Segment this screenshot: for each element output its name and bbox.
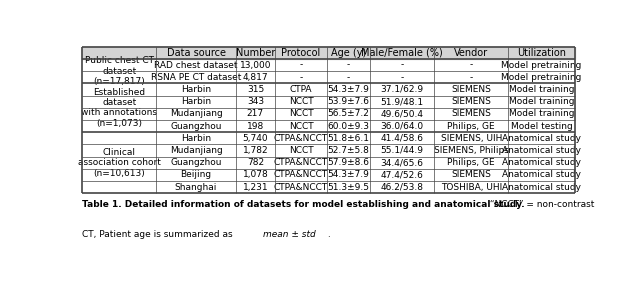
Text: 1,782: 1,782 <box>243 146 268 155</box>
Text: NCCT: NCCT <box>289 109 314 118</box>
Text: Harbin: Harbin <box>181 134 211 143</box>
Text: 53.9±7.6: 53.9±7.6 <box>328 97 369 106</box>
Text: 13,000: 13,000 <box>239 60 271 70</box>
Text: Model training: Model training <box>509 85 574 94</box>
Text: Beijing: Beijing <box>180 170 212 179</box>
Text: 41.4/58.6: 41.4/58.6 <box>381 134 424 143</box>
Text: Philips, GE: Philips, GE <box>447 158 495 167</box>
Text: CTPA&NCCT: CTPA&NCCT <box>274 158 328 167</box>
Text: 217: 217 <box>247 109 264 118</box>
Text: .: . <box>324 230 330 239</box>
Text: Model pretraining: Model pretraining <box>501 60 582 70</box>
Text: Data source: Data source <box>166 48 225 58</box>
Text: 55.1/44.9: 55.1/44.9 <box>381 146 424 155</box>
Text: mean ± std: mean ± std <box>263 230 316 239</box>
Text: CTPA&NCCT: CTPA&NCCT <box>274 134 328 143</box>
Text: Shanghai: Shanghai <box>175 183 217 192</box>
Text: 46.2/53.8: 46.2/53.8 <box>381 183 424 192</box>
Text: CTPA&NCCT: CTPA&NCCT <box>274 183 328 192</box>
Text: “NCCT” = non-contrast: “NCCT” = non-contrast <box>487 200 595 209</box>
Text: Model training: Model training <box>509 109 574 118</box>
Text: -: - <box>470 73 473 82</box>
Text: Utilization: Utilization <box>517 48 566 58</box>
Text: -: - <box>300 60 303 70</box>
Text: Table 1. Detailed information of datasets for model establishing and anatomical : Table 1. Detailed information of dataset… <box>83 200 525 209</box>
Text: Model training: Model training <box>509 97 574 106</box>
Text: 49.6/50.4: 49.6/50.4 <box>381 109 424 118</box>
Text: Guangzhou: Guangzhou <box>170 158 222 167</box>
Text: Age (y): Age (y) <box>331 48 366 58</box>
Text: -: - <box>347 60 350 70</box>
Text: -: - <box>347 73 350 82</box>
Text: Male/Female (%): Male/Female (%) <box>361 48 443 58</box>
Text: Public chest CT
dataset
(n=17,817): Public chest CT dataset (n=17,817) <box>85 56 154 86</box>
Text: Anatomical study: Anatomical study <box>502 183 581 192</box>
Text: 47.4/52.6: 47.4/52.6 <box>381 170 424 179</box>
Text: 36.0/64.0: 36.0/64.0 <box>381 122 424 130</box>
Text: 52.7±5.8: 52.7±5.8 <box>328 146 369 155</box>
Text: Harbin: Harbin <box>181 97 211 106</box>
Text: CTPA&NCCT: CTPA&NCCT <box>274 170 328 179</box>
Text: 57.9±8.6: 57.9±8.6 <box>328 158 369 167</box>
Text: Mudanjiang: Mudanjiang <box>170 146 223 155</box>
Text: -: - <box>470 60 473 70</box>
Text: 51.8±6.1: 51.8±6.1 <box>328 134 369 143</box>
Text: SIEMENS: SIEMENS <box>451 109 492 118</box>
Text: Anatomical study: Anatomical study <box>502 170 581 179</box>
Text: 51.3±9.5: 51.3±9.5 <box>328 183 369 192</box>
Text: 34.4/65.6: 34.4/65.6 <box>381 158 424 167</box>
Text: SIEMENS: SIEMENS <box>451 85 492 94</box>
Text: CTPA: CTPA <box>290 85 312 94</box>
Text: Model testing: Model testing <box>511 122 573 130</box>
Text: SIEMENS: SIEMENS <box>451 97 492 106</box>
Text: -: - <box>401 73 404 82</box>
Text: Mudanjiang: Mudanjiang <box>170 109 223 118</box>
Text: Clinical
association cohort
(n=10,613): Clinical association cohort (n=10,613) <box>78 148 161 177</box>
Text: Harbin: Harbin <box>181 85 211 94</box>
Text: 5,740: 5,740 <box>243 134 268 143</box>
Text: NCCT: NCCT <box>289 122 314 130</box>
Text: Protocol: Protocol <box>282 48 321 58</box>
Text: 54.3±7.9: 54.3±7.9 <box>328 170 369 179</box>
Text: Anatomical study: Anatomical study <box>502 134 581 143</box>
Text: SIEMENS, Philips: SIEMENS, Philips <box>434 146 509 155</box>
Text: 198: 198 <box>247 122 264 130</box>
Text: SIEMENS: SIEMENS <box>451 170 492 179</box>
Text: -: - <box>300 73 303 82</box>
Text: RSNA PE CT dataset: RSNA PE CT dataset <box>151 73 241 82</box>
Text: Number: Number <box>236 48 275 58</box>
Text: 343: 343 <box>247 97 264 106</box>
Text: CT, Patient age is summarized as: CT, Patient age is summarized as <box>83 230 236 239</box>
Text: -: - <box>401 60 404 70</box>
Text: 37.1/62.9: 37.1/62.9 <box>381 85 424 94</box>
Text: Anatomical study: Anatomical study <box>502 146 581 155</box>
Text: 4,817: 4,817 <box>243 73 268 82</box>
Text: Vendor: Vendor <box>454 48 488 58</box>
Text: NCCT: NCCT <box>289 97 314 106</box>
Text: 51.9/48.1: 51.9/48.1 <box>381 97 424 106</box>
Text: 1,078: 1,078 <box>243 170 268 179</box>
Bar <box>83 47 575 59</box>
Text: Model pretraining: Model pretraining <box>501 73 582 82</box>
Text: 782: 782 <box>247 158 264 167</box>
Text: Guangzhou: Guangzhou <box>170 122 222 130</box>
Text: 54.3±7.9: 54.3±7.9 <box>328 85 369 94</box>
Text: 60.0±9.3: 60.0±9.3 <box>328 122 369 130</box>
Text: RAD chest dataset: RAD chest dataset <box>154 60 238 70</box>
Text: TOSHIBA, UHI: TOSHIBA, UHI <box>441 183 502 192</box>
Text: Philips, GE: Philips, GE <box>447 122 495 130</box>
Text: Anatomical study: Anatomical study <box>502 158 581 167</box>
Text: Established
dataset
with annotations
(n=1,073): Established dataset with annotations (n=… <box>81 88 157 128</box>
Text: SIEMENS, UIH: SIEMENS, UIH <box>440 134 502 143</box>
Text: NCCT: NCCT <box>289 146 314 155</box>
Text: 315: 315 <box>247 85 264 94</box>
Text: 1,231: 1,231 <box>243 183 268 192</box>
Text: 56.5±7.2: 56.5±7.2 <box>328 109 369 118</box>
